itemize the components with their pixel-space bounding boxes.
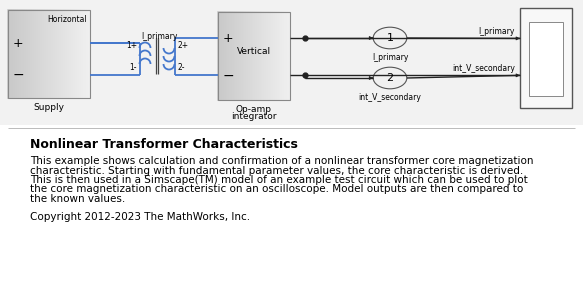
Ellipse shape (373, 67, 407, 89)
Text: −: − (13, 68, 24, 82)
Text: int_V_secondary: int_V_secondary (359, 93, 422, 102)
Text: 1+: 1+ (126, 40, 137, 49)
Ellipse shape (373, 27, 407, 49)
Bar (0, 0, 583, 125)
Text: 2-: 2- (177, 62, 184, 71)
Text: integrator: integrator (231, 112, 277, 121)
Bar (218, 12, 290, 100)
Text: Vertical: Vertical (237, 47, 271, 56)
Bar (520, 8, 572, 108)
Text: 1: 1 (387, 33, 394, 43)
Text: Copyright 2012-2023 The MathWorks, Inc.: Copyright 2012-2023 The MathWorks, Inc. (30, 212, 250, 223)
Text: 2: 2 (387, 73, 394, 83)
Text: Op-amp: Op-amp (236, 105, 272, 114)
Text: the known values.: the known values. (30, 194, 125, 204)
Text: −: − (223, 68, 234, 82)
Text: This example shows calculation and confirmation of a nonlinear transformer core : This example shows calculation and confi… (30, 156, 533, 166)
Text: the core magnetization characteristic on an oscilloscope. Model outputs are then: the core magnetization characteristic on… (30, 185, 524, 194)
Bar (529, 22, 563, 96)
Text: Nonlinear Transformer Characteristics: Nonlinear Transformer Characteristics (30, 138, 298, 151)
Text: 1-: 1- (129, 62, 137, 71)
Text: Supply: Supply (33, 103, 65, 112)
Text: Horizontal: Horizontal (47, 15, 87, 24)
Text: 2+: 2+ (177, 40, 188, 49)
Bar (8, 10, 90, 98)
Text: int_V_secondary: int_V_secondary (452, 64, 515, 73)
Text: +: + (223, 32, 234, 45)
Text: +: + (13, 37, 24, 50)
Text: This is then used in a Simscape(TM) model of an example test circuit which can b: This is then used in a Simscape(TM) mode… (30, 175, 528, 185)
Text: characteristic. Starting with fundamental parameter values, the core characteris: characteristic. Starting with fundamenta… (30, 166, 524, 176)
Text: I_primary: I_primary (479, 28, 515, 37)
Text: I_primary: I_primary (142, 32, 178, 41)
Text: I_primary: I_primary (372, 53, 408, 62)
